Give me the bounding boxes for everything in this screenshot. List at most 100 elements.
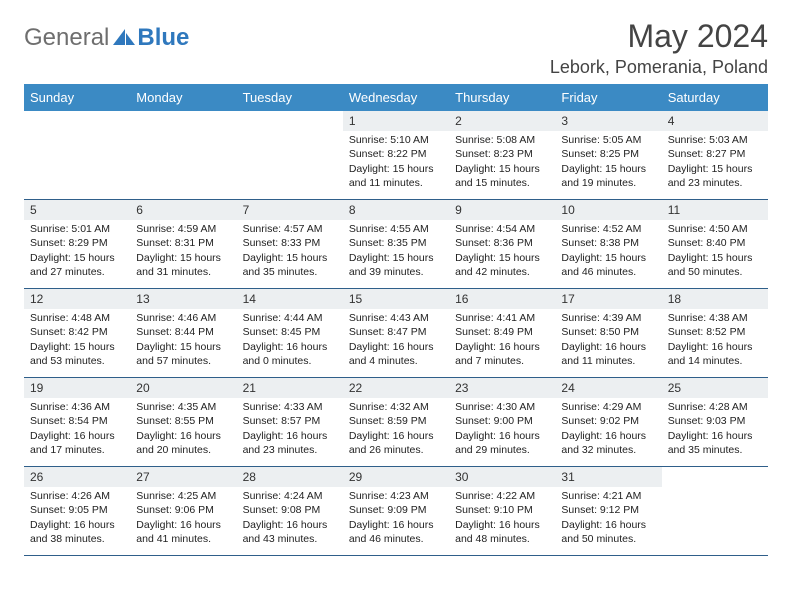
logo-sail-icon [113, 29, 135, 47]
daylight2-text: and 50 minutes. [668, 265, 762, 279]
calendar-cell: . [24, 111, 130, 199]
calendar-cell: 26Sunrise: 4:26 AMSunset: 9:05 PMDayligh… [24, 467, 130, 555]
daylight1-text: Daylight: 16 hours [349, 340, 443, 354]
calendar: SundayMondayTuesdayWednesdayThursdayFrid… [24, 84, 768, 556]
day-number: 24 [555, 378, 661, 398]
month-title: May 2024 [550, 18, 768, 55]
daylight1-text: Daylight: 16 hours [349, 429, 443, 443]
daylight1-text: Daylight: 15 hours [455, 162, 549, 176]
daylight1-text: Daylight: 15 hours [668, 251, 762, 265]
calendar-row: ...1Sunrise: 5:10 AMSunset: 8:22 PMDayli… [24, 111, 768, 200]
calendar-cell: 28Sunrise: 4:24 AMSunset: 9:08 PMDayligh… [237, 467, 343, 555]
daylight2-text: and 20 minutes. [136, 443, 230, 457]
day-number: 6 [130, 200, 236, 220]
sunrise-text: Sunrise: 4:50 AM [668, 222, 762, 236]
sunrise-text: Sunrise: 4:26 AM [30, 489, 124, 503]
daylight2-text: and 26 minutes. [349, 443, 443, 457]
calendar-cell: . [237, 111, 343, 199]
sunset-text: Sunset: 9:02 PM [561, 414, 655, 428]
sunrise-text: Sunrise: 4:22 AM [455, 489, 549, 503]
day-number: 19 [24, 378, 130, 398]
daylight2-text: and 11 minutes. [349, 176, 443, 190]
daylight1-text: Daylight: 15 hours [136, 251, 230, 265]
sunset-text: Sunset: 8:54 PM [30, 414, 124, 428]
calendar-cell: 17Sunrise: 4:39 AMSunset: 8:50 PMDayligh… [555, 289, 661, 377]
daylight2-text: and 29 minutes. [455, 443, 549, 457]
daylight2-text: and 23 minutes. [243, 443, 337, 457]
day-header: Tuesday [237, 84, 343, 111]
day-number: 22 [343, 378, 449, 398]
sunset-text: Sunset: 8:27 PM [668, 147, 762, 161]
sunrise-text: Sunrise: 4:29 AM [561, 400, 655, 414]
daylight2-text: and 14 minutes. [668, 354, 762, 368]
daylight1-text: Daylight: 16 hours [243, 518, 337, 532]
daylight2-text: and 48 minutes. [455, 532, 549, 546]
calendar-cell: 3Sunrise: 5:05 AMSunset: 8:25 PMDaylight… [555, 111, 661, 199]
day-number: 1 [343, 111, 449, 131]
daylight2-text: and 4 minutes. [349, 354, 443, 368]
day-number: 26 [24, 467, 130, 487]
calendar-cell: 27Sunrise: 4:25 AMSunset: 9:06 PMDayligh… [130, 467, 236, 555]
day-number: 23 [449, 378, 555, 398]
daylight1-text: Daylight: 16 hours [561, 518, 655, 532]
sunset-text: Sunset: 9:12 PM [561, 503, 655, 517]
sunrise-text: Sunrise: 4:24 AM [243, 489, 337, 503]
calendar-header-row: SundayMondayTuesdayWednesdayThursdayFrid… [24, 84, 768, 111]
daylight1-text: Daylight: 16 hours [136, 518, 230, 532]
sunrise-text: Sunrise: 4:33 AM [243, 400, 337, 414]
sunrise-text: Sunrise: 4:57 AM [243, 222, 337, 236]
day-number: 21 [237, 378, 343, 398]
calendar-cell: 14Sunrise: 4:44 AMSunset: 8:45 PMDayligh… [237, 289, 343, 377]
calendar-cell: 4Sunrise: 5:03 AMSunset: 8:27 PMDaylight… [662, 111, 768, 199]
sunrise-text: Sunrise: 4:32 AM [349, 400, 443, 414]
daylight1-text: Daylight: 15 hours [668, 162, 762, 176]
sunset-text: Sunset: 9:08 PM [243, 503, 337, 517]
daylight2-text: and 31 minutes. [136, 265, 230, 279]
day-header: Thursday [449, 84, 555, 111]
logo: General Blue [24, 24, 189, 52]
day-header: Monday [130, 84, 236, 111]
calendar-cell: 10Sunrise: 4:52 AMSunset: 8:38 PMDayligh… [555, 200, 661, 288]
calendar-cell: 30Sunrise: 4:22 AMSunset: 9:10 PMDayligh… [449, 467, 555, 555]
calendar-row: 26Sunrise: 4:26 AMSunset: 9:05 PMDayligh… [24, 467, 768, 556]
sunset-text: Sunset: 8:33 PM [243, 236, 337, 250]
daylight1-text: Daylight: 16 hours [243, 340, 337, 354]
calendar-cell: . [662, 467, 768, 555]
sunset-text: Sunset: 8:55 PM [136, 414, 230, 428]
sunrise-text: Sunrise: 4:30 AM [455, 400, 549, 414]
day-number: 14 [237, 289, 343, 309]
daylight1-text: Daylight: 15 hours [455, 251, 549, 265]
calendar-cell: 18Sunrise: 4:38 AMSunset: 8:52 PMDayligh… [662, 289, 768, 377]
day-number: 15 [343, 289, 449, 309]
day-number: 12 [24, 289, 130, 309]
sunset-text: Sunset: 8:50 PM [561, 325, 655, 339]
sunrise-text: Sunrise: 4:25 AM [136, 489, 230, 503]
sunrise-text: Sunrise: 4:28 AM [668, 400, 762, 414]
daylight2-text: and 43 minutes. [243, 532, 337, 546]
calendar-cell: 16Sunrise: 4:41 AMSunset: 8:49 PMDayligh… [449, 289, 555, 377]
calendar-cell: 22Sunrise: 4:32 AMSunset: 8:59 PMDayligh… [343, 378, 449, 466]
day-number: 27 [130, 467, 236, 487]
sunset-text: Sunset: 8:52 PM [668, 325, 762, 339]
day-header: Sunday [24, 84, 130, 111]
daylight2-text: and 46 minutes. [561, 265, 655, 279]
sunset-text: Sunset: 8:36 PM [455, 236, 549, 250]
day-number: 4 [662, 111, 768, 131]
daylight1-text: Daylight: 15 hours [561, 251, 655, 265]
daylight2-text: and 27 minutes. [30, 265, 124, 279]
sunset-text: Sunset: 8:23 PM [455, 147, 549, 161]
daylight1-text: Daylight: 16 hours [561, 429, 655, 443]
day-number: 17 [555, 289, 661, 309]
calendar-cell: 29Sunrise: 4:23 AMSunset: 9:09 PMDayligh… [343, 467, 449, 555]
sunrise-text: Sunrise: 5:05 AM [561, 133, 655, 147]
daylight1-text: Daylight: 16 hours [455, 518, 549, 532]
calendar-row: 19Sunrise: 4:36 AMSunset: 8:54 PMDayligh… [24, 378, 768, 467]
header: General Blue May 2024 Lebork, Pomerania,… [24, 18, 768, 78]
day-header: Wednesday [343, 84, 449, 111]
daylight2-text: and 41 minutes. [136, 532, 230, 546]
sunset-text: Sunset: 8:25 PM [561, 147, 655, 161]
daylight2-text: and 15 minutes. [455, 176, 549, 190]
sunrise-text: Sunrise: 4:55 AM [349, 222, 443, 236]
daylight2-text: and 50 minutes. [561, 532, 655, 546]
calendar-cell: 5Sunrise: 5:01 AMSunset: 8:29 PMDaylight… [24, 200, 130, 288]
